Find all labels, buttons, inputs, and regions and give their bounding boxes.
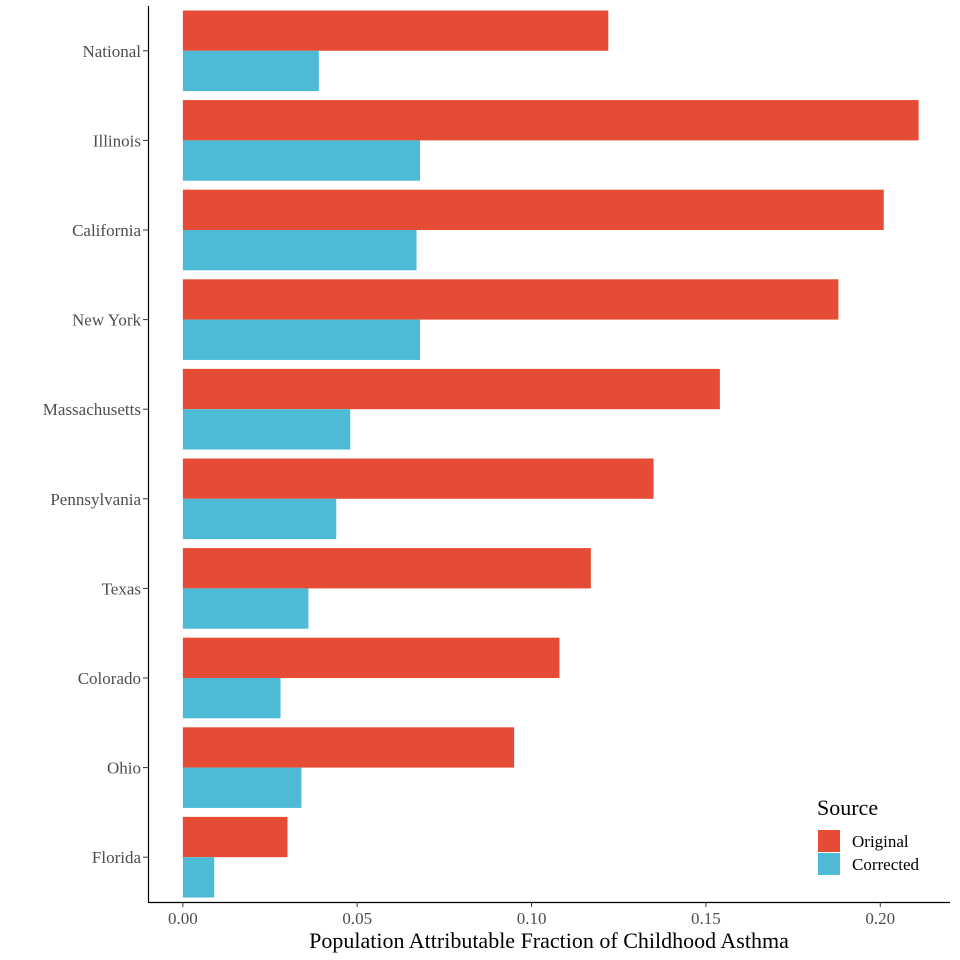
- bar-texas-corrected: [182, 588, 309, 629]
- legend: Source Original Corrected: [817, 795, 920, 875]
- legend-key-original: [818, 830, 840, 852]
- y-tick-label: Illinois: [93, 131, 141, 150]
- bar-pennsylvania-corrected: [182, 498, 337, 540]
- legend-label-original: Original: [852, 832, 909, 851]
- bar-illinois-corrected: [182, 140, 420, 181]
- bar-colorado-corrected: [182, 678, 281, 719]
- x-tick-label: 0.00: [168, 909, 198, 928]
- y-tick-label: Florida: [92, 848, 142, 867]
- legend-label-corrected: Corrected: [852, 855, 920, 874]
- y-tick-label: Ohio: [107, 759, 141, 778]
- bar-california-corrected: [182, 230, 417, 271]
- bar-new-york-original: [182, 279, 839, 320]
- x-tick-label: 0.10: [517, 909, 547, 928]
- x-tick-label: 0.15: [691, 909, 721, 928]
- y-tick-label: New York: [72, 311, 141, 330]
- y-tick-label: Texas: [102, 579, 141, 598]
- y-tick-label: California: [72, 221, 141, 240]
- bar-florida-corrected: [182, 857, 215, 898]
- bar-massachusetts-corrected: [182, 409, 351, 450]
- bar-california-original: [182, 189, 884, 230]
- bar-texas-original: [182, 548, 591, 589]
- y-tick-label: Colorado: [78, 669, 141, 688]
- x-tick-label: 0.05: [342, 909, 372, 928]
- y-tick-label: Pennsylvania: [50, 490, 141, 509]
- x-axis-title: Population Attributable Fraction of Chil…: [309, 928, 789, 953]
- legend-title: Source: [817, 795, 878, 820]
- x-tick-label: 0.20: [865, 909, 895, 928]
- bar-national-original: [182, 10, 609, 51]
- bar-colorado-original: [182, 637, 560, 678]
- bar-illinois-original: [182, 100, 919, 141]
- bar-florida-original: [182, 816, 288, 858]
- bar-new-york-corrected: [182, 319, 420, 360]
- bar-pennsylvania-original: [182, 458, 654, 499]
- legend-key-corrected: [818, 853, 840, 875]
- legend-items: Original Corrected: [818, 830, 920, 875]
- y-tick-label: National: [82, 42, 141, 61]
- bar-ohio-original: [182, 727, 515, 768]
- axes-layer: [147, 6, 950, 904]
- x-ticks-layer: 0.00 0.05 0.10 0.15 0.20: [168, 902, 895, 928]
- bars-layer: [182, 10, 919, 898]
- bar-massachusetts-original: [182, 368, 720, 410]
- bar-ohio-corrected: [182, 767, 302, 808]
- bar-national-corrected: [182, 50, 319, 92]
- y-ticks-layer: National Illinois California New York Massac…: [43, 42, 148, 867]
- y-tick-label: Massachusetts: [43, 400, 141, 419]
